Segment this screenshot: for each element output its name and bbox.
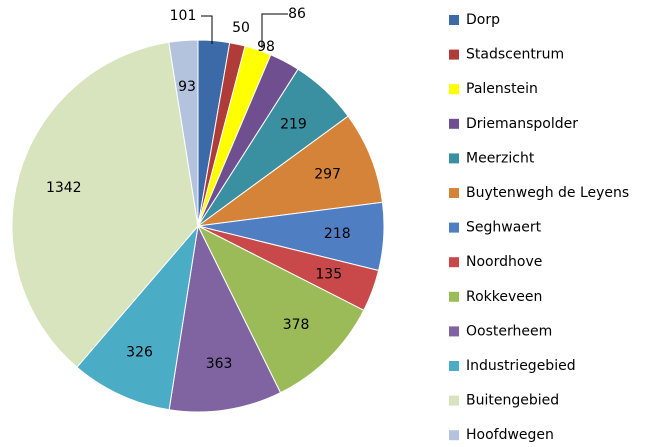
data-label: 101 [170, 8, 197, 24]
pie-slice [76, 224, 199, 411]
legend-swatch [449, 84, 459, 95]
legend-swatch [449, 430, 459, 441]
legend-label: Palenstein [466, 81, 538, 97]
leader-line [201, 15, 213, 44]
legend-swatch [449, 153, 459, 164]
data-label: 86 [288, 6, 306, 22]
data-label: 219 [280, 116, 307, 132]
legend-label: Dorp [466, 12, 500, 28]
pie-slice [197, 115, 384, 227]
data-label: 93 [178, 79, 196, 95]
data-label: 218 [324, 226, 351, 242]
legend-label: Meerzicht [466, 150, 535, 166]
legend-swatch [449, 257, 459, 268]
data-label: 297 [314, 166, 341, 182]
legend-label: Seghwaert [466, 220, 542, 236]
legend-swatch [449, 15, 459, 25]
data-label: 326 [126, 345, 153, 361]
legend-swatch [449, 49, 459, 60]
legend-label: Rokkeveen [466, 289, 542, 305]
data-label: 50 [232, 20, 250, 36]
legend-label: Industriegebied [466, 358, 576, 374]
pie-slice [168, 39, 199, 227]
data-label: 363 [206, 356, 233, 372]
legend-label: Buitengebied [466, 393, 559, 409]
data-label: 98 [257, 39, 275, 55]
legend-swatch [449, 395, 459, 406]
legend-swatch [449, 188, 459, 198]
pie-slice [168, 224, 282, 413]
legend-swatch [449, 222, 459, 233]
legend-label: Hoofdwegen [466, 427, 554, 443]
pie-slice [196, 224, 365, 394]
legend-label: Driemanspolder [466, 116, 578, 132]
legend-swatch [449, 291, 459, 302]
legend-swatch [449, 361, 459, 371]
legend-label: Noordhove [466, 254, 542, 270]
data-label: 378 [283, 317, 310, 333]
pie-slice [11, 41, 199, 368]
leader-line [261, 13, 288, 48]
legend-label: Buytenwegh de Leyens [466, 185, 629, 201]
legend-label: Stadscentrum [466, 47, 564, 63]
legend-swatch [449, 118, 459, 129]
data-label: 1342 [46, 180, 82, 196]
legend-swatch [449, 326, 459, 337]
legend-label: Oosterheem [466, 323, 552, 339]
data-label: 135 [315, 267, 342, 283]
